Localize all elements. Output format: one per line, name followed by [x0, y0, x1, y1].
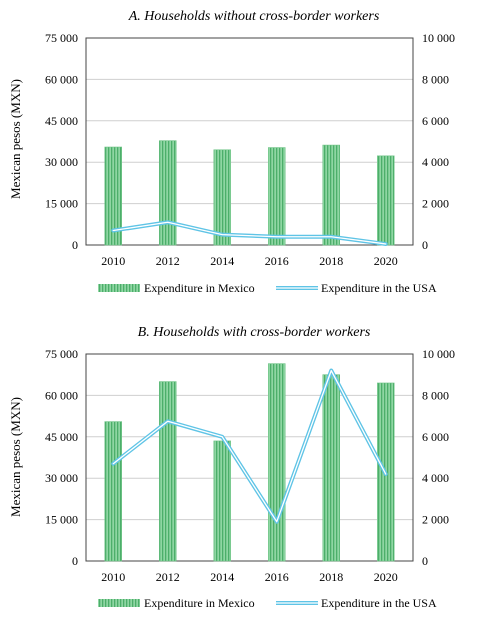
y-tick-label: 60 000 — [45, 388, 78, 402]
bar — [104, 146, 122, 246]
plot-area: 0 15 000 30 000 45 000 60 000 75 000 0 2 000 4 0… — [45, 347, 455, 584]
plot-frame — [85, 37, 414, 246]
y-tick-label: 45 000 — [45, 114, 78, 128]
y-tick-label: 60 000 — [45, 72, 78, 86]
y2-tick-label: 2 000 — [422, 197, 449, 211]
legend-label-usa: Expenditure in the USA — [321, 281, 437, 295]
plot-frame — [85, 353, 414, 562]
legend-swatch-bar — [98, 284, 140, 292]
x-tick-label: 2016 — [265, 570, 289, 584]
legend: Expenditure in Mexico Expenditure in the… — [98, 596, 437, 610]
y2-tick-label: 4 000 — [422, 471, 449, 485]
bar — [322, 374, 340, 562]
x-tick-label: 2012 — [156, 570, 180, 584]
y-axis-label: Mexican pesos (MXN) — [8, 79, 23, 199]
bar — [159, 140, 177, 246]
plot-area: 0 15 000 30 000 45 000 60 000 75 000 0 2 000 4 0… — [45, 31, 455, 268]
legend-label-usa: Expenditure in the USA — [321, 596, 437, 610]
y2-tick-label: 8 000 — [422, 72, 449, 86]
y-tick-label: 0 — [72, 238, 78, 252]
y-tick-label: 30 000 — [45, 471, 78, 485]
y2-tick-label: 10 000 — [422, 31, 455, 45]
x-tick-label: 2014 — [210, 254, 234, 268]
bar — [104, 421, 122, 562]
y2-tick-label: 2 000 — [422, 513, 449, 527]
y-tick-label: 15 000 — [45, 513, 78, 527]
y-tick-label: 75 000 — [45, 31, 78, 45]
panel-a: A. Households without cross-border worke… — [8, 9, 455, 295]
y-tick-label: 75 000 — [45, 347, 78, 361]
y-tick-label: 45 000 — [45, 430, 78, 444]
x-tick-label: 2020 — [374, 570, 398, 584]
bar — [322, 144, 340, 246]
y2-tick-label: 6 000 — [422, 430, 449, 444]
x-tick-label: 2018 — [319, 570, 343, 584]
bar — [213, 440, 231, 562]
y-axis-label: Mexican pesos (MXN) — [8, 397, 23, 517]
y2-tick-label: 0 — [422, 238, 428, 252]
x-tick-label: 2016 — [265, 254, 289, 268]
bar — [159, 381, 177, 562]
y2-tick-label: 10 000 — [422, 347, 455, 361]
x-tick-label: 2010 — [101, 570, 125, 584]
bar — [268, 147, 286, 246]
y-tick-label: 30 000 — [45, 155, 78, 169]
chart-title: A. Households without cross-border worke… — [128, 9, 380, 24]
x-tick-label: 2010 — [101, 254, 125, 268]
x-tick-label: 2020 — [374, 254, 398, 268]
panel-b: B. Households with cross-border workers … — [8, 325, 455, 610]
y2-tick-label: 4 000 — [422, 155, 449, 169]
bar — [213, 149, 231, 246]
y-tick-label: 0 — [72, 554, 78, 568]
bar — [377, 155, 395, 246]
y2-tick-label: 8 000 — [422, 388, 449, 402]
legend-label-mexico: Expenditure in Mexico — [144, 596, 255, 610]
chart-title: B. Households with cross-border workers — [138, 325, 371, 340]
legend-label-mexico: Expenditure in Mexico — [144, 281, 255, 295]
y2-tick-label: 6 000 — [422, 114, 449, 128]
legend-swatch-bar — [98, 599, 140, 607]
series-line-usa — [111, 368, 388, 524]
x-tick-label: 2012 — [156, 254, 180, 268]
bar — [268, 363, 286, 562]
x-tick-label: 2018 — [319, 254, 343, 268]
y2-tick-label: 0 — [422, 554, 428, 568]
legend: Expenditure in Mexico Expenditure in the… — [98, 281, 437, 295]
series-line-usa-inner — [112, 221, 387, 245]
x-tick-label: 2014 — [210, 570, 234, 584]
series-line-usa — [111, 220, 388, 246]
y-tick-label: 15 000 — [45, 197, 78, 211]
series-line-usa-inner — [112, 369, 387, 523]
